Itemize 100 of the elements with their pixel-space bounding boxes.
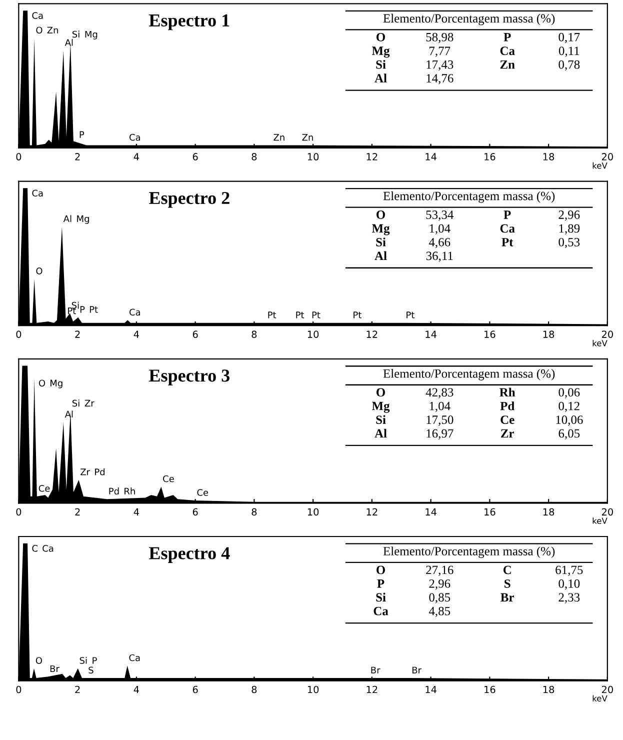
x-tick-label: 2: [75, 686, 80, 694]
x-tick-label: 4: [134, 153, 139, 160]
x-tick-label: 2: [75, 508, 80, 516]
annotation: 17,50: [426, 416, 454, 426]
x-tick-label: 16: [484, 330, 496, 338]
x-tick-label: 6: [192, 686, 198, 694]
annotation: Ca: [374, 606, 388, 616]
annotation: Si: [376, 592, 386, 602]
annotation: Zn: [274, 134, 284, 141]
x-tick-label: 2: [75, 153, 80, 160]
x-tick-label: 18: [543, 686, 554, 694]
annotation: 2,96: [558, 210, 580, 221]
annotation: Rh: [500, 388, 516, 396]
annotation: Si: [72, 30, 80, 38]
annotation: 1,89: [559, 224, 580, 234]
annotation: Elemento/Porcentagem massa (%): [383, 191, 555, 203]
x-tick-label: 14: [426, 153, 436, 160]
x-tick-label: 4: [134, 508, 139, 516]
annotation: Zr: [84, 400, 94, 406]
annotation: Ca: [32, 190, 43, 197]
annotation: Pt: [68, 307, 76, 314]
annotation: O: [376, 388, 386, 397]
x-tick-label: 8: [252, 330, 257, 338]
x-tick-label: 0: [16, 508, 22, 516]
x-tick-label: 0: [16, 686, 22, 694]
annotation: Elemento/Porcentagem massa (%): [383, 546, 555, 558]
annotation: 0,17: [558, 32, 580, 44]
annotation: 0,06: [558, 388, 580, 398]
annotation: Mg: [85, 30, 98, 40]
annotation: 27,16: [426, 566, 454, 576]
annotation: 14,76: [426, 74, 454, 84]
annotation: Pt: [268, 312, 276, 318]
annotation: 0,85: [429, 593, 450, 604]
annotation: Si: [72, 400, 80, 407]
x-axis-title: keV: [592, 162, 608, 169]
annotation: Zn: [302, 134, 313, 141]
annotation: Rh: [124, 488, 135, 494]
annotation: P: [504, 210, 511, 219]
annotation: Si: [80, 656, 87, 664]
annotation: Pt: [296, 312, 304, 318]
annotation: Ce: [163, 475, 174, 482]
annotation: Al: [374, 428, 387, 438]
annotation: 53,34: [426, 210, 454, 221]
annotation: Pt: [406, 312, 414, 318]
x-tick-label: 12: [366, 508, 378, 516]
annotation: Pd: [500, 401, 514, 410]
annotation: Pt: [502, 238, 514, 246]
x-tick-label: 12: [366, 330, 378, 338]
annotation: O: [376, 32, 386, 42]
annotation: Si: [376, 415, 386, 424]
annotation: Mg: [372, 46, 390, 58]
annotation: 2,33: [558, 593, 580, 604]
annotation: 16,97: [426, 429, 454, 440]
x-tick-label: 8: [252, 508, 257, 516]
x-tick-label: 14: [426, 508, 436, 516]
annotation: Br: [412, 666, 422, 674]
x-tick-label: 14: [426, 330, 436, 338]
annotation: O: [36, 657, 42, 664]
annotation: 42,83: [426, 388, 454, 398]
annotation: Ce: [500, 416, 514, 424]
annotation: Ca: [130, 308, 140, 316]
x-tick-label: 4: [134, 686, 139, 694]
annotation: Br: [50, 665, 60, 672]
annotation: 0,12: [558, 402, 580, 412]
annotation: Al: [64, 410, 73, 418]
annotation: S: [88, 666, 94, 674]
annotation: Zr: [80, 468, 90, 476]
annotation: Mg: [50, 380, 62, 388]
x-tick-label: 18: [543, 153, 554, 160]
annotation: O: [38, 380, 46, 387]
annotation: C: [32, 544, 38, 552]
x-tick-label: 18: [543, 330, 554, 338]
annotation: Al: [63, 215, 72, 222]
x-tick-label: 12: [366, 153, 378, 160]
annotation: Pt: [90, 306, 98, 313]
annotation: 4,85: [428, 606, 450, 618]
annotation: S: [504, 579, 510, 588]
chart-title: Espectro 4: [149, 547, 230, 563]
annotation: 0,11: [558, 46, 580, 57]
x-tick-label: 0: [16, 153, 22, 160]
x-tick-label: 10: [308, 508, 319, 516]
x-tick-label: 10: [308, 686, 319, 694]
x-tick-label: 16: [484, 153, 496, 160]
x-tick-label: 2: [75, 330, 80, 338]
annotation: O: [376, 566, 386, 574]
annotation: 10,06: [556, 416, 583, 426]
x-tick-label: 20: [602, 330, 613, 338]
annotation: P: [80, 131, 84, 138]
chart-title: Espectro 2: [149, 192, 230, 208]
annotation: 2,96: [429, 579, 450, 590]
x-tick-label: 8: [252, 686, 257, 694]
annotation: Mg: [372, 402, 390, 413]
annotation: Si: [376, 60, 386, 69]
annotation: 17,43: [426, 60, 454, 71]
annotation: Mg: [77, 215, 89, 224]
annotation: O: [36, 268, 42, 274]
x-tick-label: 18: [543, 508, 554, 516]
x-tick-label: 14: [426, 686, 436, 694]
x-tick-label: 6: [192, 508, 198, 516]
annotation: Elemento/Porcentagem massa (%): [383, 14, 555, 26]
